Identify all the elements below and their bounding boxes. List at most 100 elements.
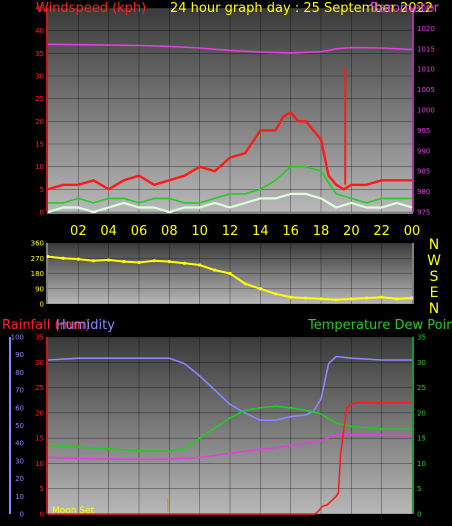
direction-point	[319, 297, 323, 301]
humidity-tick: 30	[15, 457, 24, 465]
temperature-tick: 25	[417, 384, 426, 392]
pressure-tick: 995	[417, 127, 430, 135]
direction-point	[334, 298, 338, 302]
x-tick-label: 14	[252, 224, 269, 239]
temperature-line	[47, 405, 412, 453]
direction-point	[152, 259, 156, 263]
direction-point	[304, 296, 308, 300]
windspeed-tick: 5	[40, 186, 44, 194]
direction-point	[182, 261, 187, 265]
pressure-line	[47, 43, 413, 54]
direction-ticks: 0 90 180 270 360	[31, 240, 44, 309]
humidity-tick: 60	[15, 404, 24, 412]
direction-point	[167, 260, 171, 264]
x-tick-label: 08	[161, 224, 178, 239]
direction-grid	[48, 242, 412, 305]
humidity-tick: 10	[15, 493, 24, 501]
humidity-line	[47, 355, 412, 421]
rain-tick: 0	[40, 511, 44, 519]
temperature-tick: 0	[417, 511, 421, 519]
pressure-tick: 975	[417, 209, 430, 217]
humidity-tick: 70	[15, 387, 24, 395]
x-axis-labels: 02 04 06 08 10 12 14 16 18 20 22 00	[70, 224, 420, 239]
pressure-right-ticks: 975 980 985 990 995 1000 1005 1010 1015 1020 1025	[417, 5, 435, 217]
direction-point	[273, 292, 278, 296]
rain-tick: 30	[35, 359, 44, 367]
pressure-tick: 1000	[417, 107, 435, 115]
moon-set-label: Moon Set	[52, 506, 95, 516]
windspeed-tick: 20	[35, 118, 44, 126]
rain-tick: 15	[35, 435, 44, 443]
direction-point	[198, 263, 202, 267]
humidity-tick: 0	[20, 511, 24, 519]
x-tick-label: 16	[282, 224, 299, 239]
direction-series	[46, 254, 414, 302]
compass-label: S	[430, 269, 439, 285]
x-tick-label: 18	[313, 224, 330, 239]
humidity-axis-title: Humidity	[56, 318, 115, 333]
humidity-tick: 100	[11, 334, 24, 342]
chart-title: 24 hour graph day : 25 September 2022	[170, 1, 433, 16]
direction-tick: 180	[31, 270, 44, 278]
compass-label: N	[429, 301, 439, 317]
windspeed-tick: 40	[35, 27, 44, 35]
direction-tick: 90	[35, 285, 44, 293]
pressure-tick: 1020	[417, 25, 435, 33]
rain-tick: 20	[35, 409, 44, 417]
windspeed-tick: 35	[35, 50, 44, 58]
direction-point	[243, 282, 247, 286]
direction-tick: 0	[40, 301, 44, 309]
temperature-axis-title: Temperature Dew Point	[307, 318, 452, 333]
dew_point-line	[47, 433, 413, 461]
direction-point	[122, 260, 126, 264]
windspeed-tick: 15	[35, 141, 44, 149]
direction-point	[228, 271, 232, 276]
rain-tick: 35	[35, 334, 44, 342]
x-tick-label: 22	[373, 224, 390, 239]
x-tick-label: 10	[191, 224, 208, 239]
temperature-ticks: 0 5 10 15 20 25 30 35	[417, 334, 426, 519]
direction-point	[213, 268, 217, 272]
windspeed-axis-title: Windspeed (kph)	[36, 1, 146, 16]
pressure-tick: 1005	[417, 86, 435, 94]
windspeed-tick: 45	[35, 5, 44, 13]
rain-ticks: 0 5 10 15 20 25 30 35	[35, 334, 44, 519]
temperature-tick: 20	[417, 409, 426, 417]
humidity-tick: 40	[15, 440, 24, 448]
x-tick-label: 02	[70, 224, 87, 239]
pressure-tick: 1010	[417, 66, 435, 74]
wind_avg-line	[48, 165, 412, 204]
direction-point	[258, 287, 262, 291]
direction-point	[91, 259, 96, 263]
x-tick-label: 12	[222, 224, 239, 239]
direction-point	[395, 297, 399, 301]
climate-series	[47, 355, 413, 515]
direction-point	[137, 260, 141, 265]
pressure-tick: 1015	[417, 45, 435, 53]
direction-tick: 270	[31, 255, 44, 263]
pressure-tick: 985	[417, 168, 430, 176]
compass-label: E	[430, 285, 439, 301]
wind-line	[47, 192, 413, 214]
rainfall-axis-title: Rainfall (mm)	[2, 318, 90, 333]
direction-point	[380, 295, 384, 299]
wind-series	[47, 43, 413, 214]
wind-left-ticks: 0 5 10 15 20 25 30 35 40 45	[35, 5, 44, 217]
x-tick-label: 20	[343, 224, 360, 239]
humidity-tick: 50	[15, 422, 24, 430]
direction-point	[349, 297, 353, 301]
humidity-ticks: 0 10 20 30 40 50 60 70 80 90 100	[11, 334, 24, 519]
rain-tick: 5	[40, 485, 44, 493]
direction-tick: 360	[31, 240, 44, 248]
humidity-tick: 80	[15, 369, 24, 377]
compass-label: W	[427, 253, 441, 269]
pressure-tick: 990	[417, 147, 430, 155]
x-tick-label: 04	[100, 224, 117, 239]
direction-point	[76, 257, 80, 261]
humidity-tick: 90	[15, 351, 24, 359]
windspeed-tick: 25	[35, 95, 44, 103]
windspeed-tick: 10	[35, 163, 44, 171]
pressure-tick: 1025	[417, 5, 435, 13]
